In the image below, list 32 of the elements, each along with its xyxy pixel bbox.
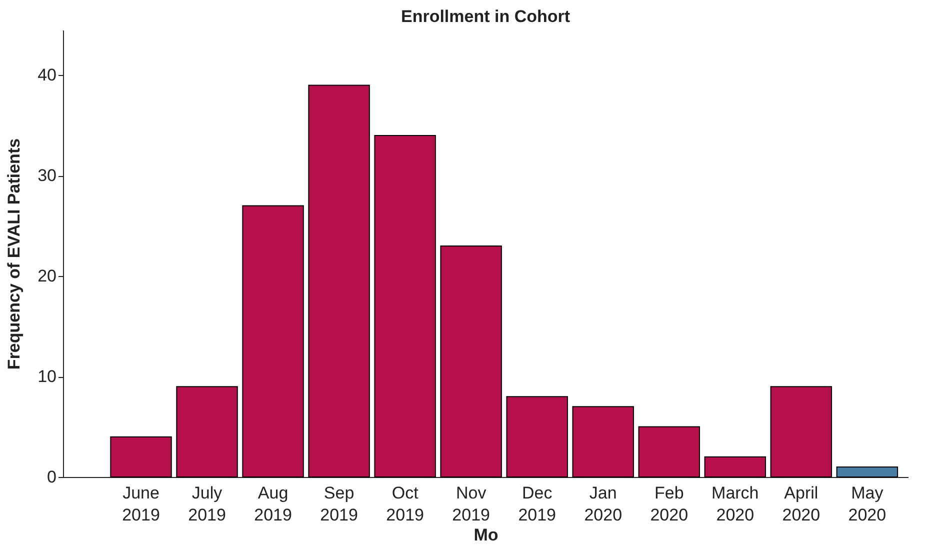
- x-tick-label: Jan 2020: [584, 484, 622, 524]
- y-axis-title: Frequency of EVALI Patients: [4, 138, 24, 370]
- x-tick-label: June 2019: [122, 484, 160, 524]
- y-tick-label: 0: [47, 468, 56, 486]
- x-axis-title: Mo: [474, 526, 498, 544]
- x-tick-label: Nov 2019: [452, 484, 490, 524]
- bar: [638, 426, 700, 478]
- x-tick-label: May 2020: [848, 484, 886, 524]
- x-tick-label: Feb 2020: [650, 484, 688, 524]
- bar: [836, 466, 898, 478]
- x-tick-label: March 2020: [712, 484, 759, 524]
- bar: [374, 134, 436, 478]
- x-tick-label: Aug 2019: [254, 484, 292, 524]
- bar: [704, 456, 766, 478]
- y-tick-label: 30: [38, 166, 56, 186]
- x-tick-label: April 2020: [782, 484, 820, 524]
- bar: [770, 386, 832, 478]
- x-tick-label: Dec 2019: [518, 484, 556, 524]
- bar: [242, 205, 304, 478]
- bar: [308, 84, 370, 478]
- y-tick-label: 40: [38, 66, 56, 85]
- bar: [110, 436, 172, 478]
- chart-title: Enrollment in Cohort: [400, 7, 570, 26]
- y-tick-label: 20: [38, 266, 56, 286]
- bar: [572, 406, 634, 478]
- bar: [440, 245, 502, 478]
- x-tick-label: Sep 2019: [320, 484, 358, 524]
- x-tick-label: July 2019: [188, 484, 226, 524]
- y-tick-label: 10: [38, 367, 56, 386]
- bar: [506, 396, 568, 478]
- x-tick-label: Oct 2019: [386, 484, 424, 524]
- bar: [176, 386, 238, 478]
